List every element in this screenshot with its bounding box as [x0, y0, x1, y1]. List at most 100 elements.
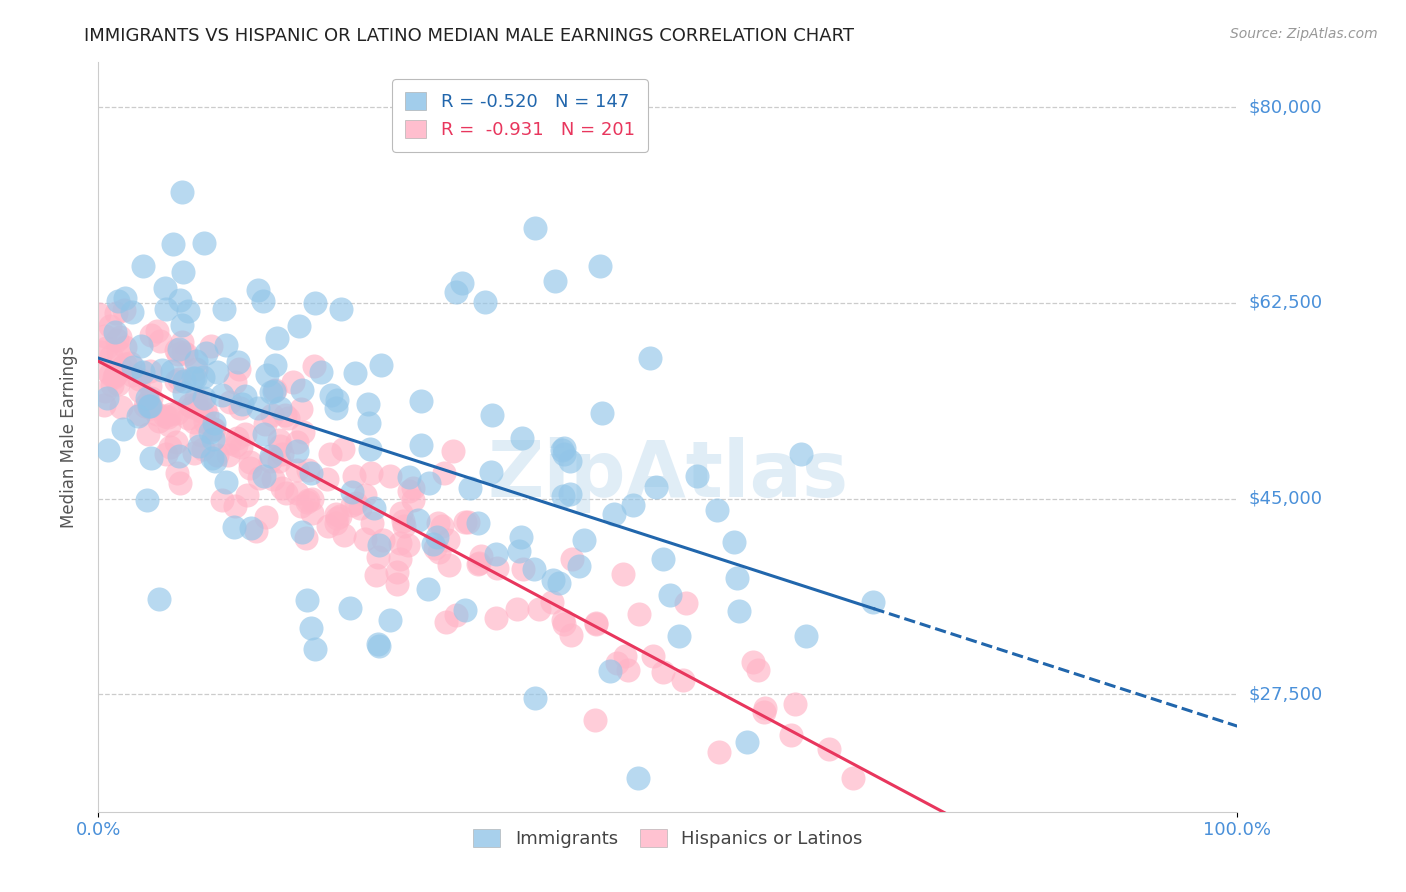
Point: [260, 449, 283, 463]
Point: [225, 431, 247, 445]
Text: ZipAtlas: ZipAtlas: [488, 436, 848, 513]
Point: [101, 378, 124, 392]
Point: [93, 384, 115, 398]
Point: [195, 409, 218, 423]
Point: [585, 616, 607, 631]
Point: [253, 469, 276, 483]
Point: [398, 538, 420, 552]
Point: [385, 565, 408, 579]
Point: [107, 344, 129, 359]
Point: [217, 448, 239, 462]
Point: [259, 454, 281, 468]
Point: [110, 361, 132, 376]
Point: [136, 394, 159, 409]
Point: [426, 516, 449, 530]
Point: [544, 274, 567, 288]
Point: [266, 331, 288, 345]
Point: [291, 525, 314, 540]
Point: [754, 701, 776, 715]
Point: [325, 392, 347, 407]
Point: [512, 562, 534, 576]
Point: [325, 516, 347, 531]
Point: [127, 409, 149, 424]
Point: [183, 446, 205, 460]
Point: [173, 386, 195, 401]
Point: [506, 601, 529, 615]
Point: [239, 461, 262, 475]
Point: [195, 346, 218, 360]
Point: [263, 384, 285, 398]
Point: [553, 441, 575, 455]
Point: [360, 467, 382, 481]
Point: [269, 401, 291, 416]
Point: [551, 614, 574, 628]
Point: [166, 405, 188, 419]
Point: [686, 469, 709, 483]
Point: [249, 471, 271, 485]
Point: [202, 422, 225, 436]
Point: [329, 508, 352, 523]
Point: [643, 649, 665, 664]
Point: [96, 363, 118, 377]
Point: [295, 593, 318, 607]
Point: [134, 399, 156, 413]
Point: [409, 393, 432, 408]
Point: [198, 425, 221, 440]
Point: [411, 438, 433, 452]
Point: [184, 371, 207, 385]
Point: [343, 469, 366, 483]
Point: [93, 397, 115, 411]
Point: [186, 361, 208, 376]
Point: [224, 376, 246, 390]
Point: [434, 615, 457, 630]
Point: [104, 325, 127, 339]
Point: [652, 552, 675, 566]
Point: [583, 713, 606, 727]
Point: [167, 342, 190, 356]
Point: [723, 535, 745, 549]
Point: [378, 613, 401, 627]
Point: [167, 449, 190, 463]
Point: [111, 422, 134, 436]
Point: [295, 495, 318, 509]
Point: [606, 656, 628, 670]
Point: [155, 447, 177, 461]
Point: [621, 498, 644, 512]
Point: [254, 510, 277, 524]
Point: [672, 673, 695, 687]
Point: [228, 362, 250, 376]
Point: [458, 481, 481, 495]
Point: [146, 324, 169, 338]
Point: [281, 375, 304, 389]
Point: [235, 427, 257, 442]
Point: [105, 333, 128, 347]
Point: [297, 463, 319, 477]
Point: [486, 561, 509, 575]
Point: [184, 354, 207, 368]
Point: [444, 608, 467, 623]
Point: [202, 422, 225, 436]
Point: [153, 281, 176, 295]
Point: [107, 365, 129, 379]
Point: [96, 391, 118, 405]
Point: [239, 455, 262, 469]
Point: [188, 395, 211, 409]
Point: [616, 664, 638, 678]
Point: [211, 388, 233, 402]
Point: [170, 318, 193, 332]
Point: [612, 567, 634, 582]
Point: [304, 295, 326, 310]
Point: [270, 481, 292, 495]
Point: [128, 372, 150, 386]
Point: [225, 437, 247, 451]
Point: [548, 576, 571, 591]
Point: [194, 415, 217, 429]
Point: [299, 466, 322, 480]
Point: [339, 600, 361, 615]
Point: [172, 335, 194, 350]
Point: [253, 417, 276, 431]
Point: [658, 588, 681, 602]
Point: [184, 391, 207, 405]
Point: [561, 551, 583, 566]
Point: [157, 410, 180, 425]
